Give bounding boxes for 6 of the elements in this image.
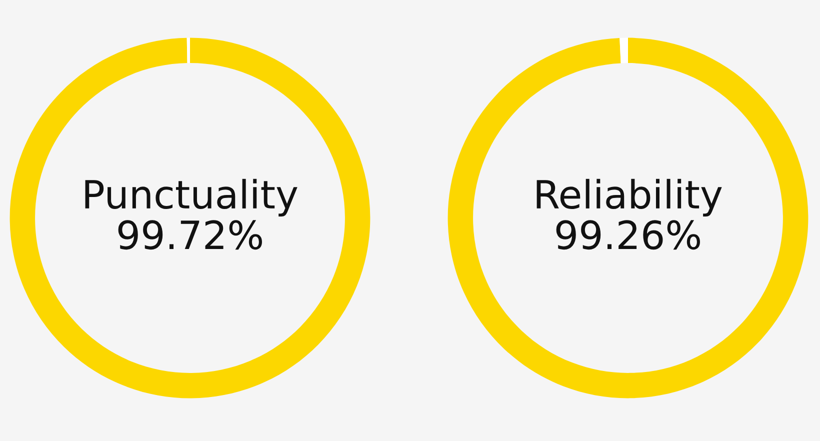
- donut-slice: [186, 38, 190, 64]
- donut-slice: [620, 38, 628, 64]
- donut-slice: [448, 38, 808, 398]
- donut-slice: [10, 38, 370, 398]
- text: Reliability 99.26%: [536, 178, 722, 250]
- text: Punctuality 99.72%: [85, 178, 298, 250]
